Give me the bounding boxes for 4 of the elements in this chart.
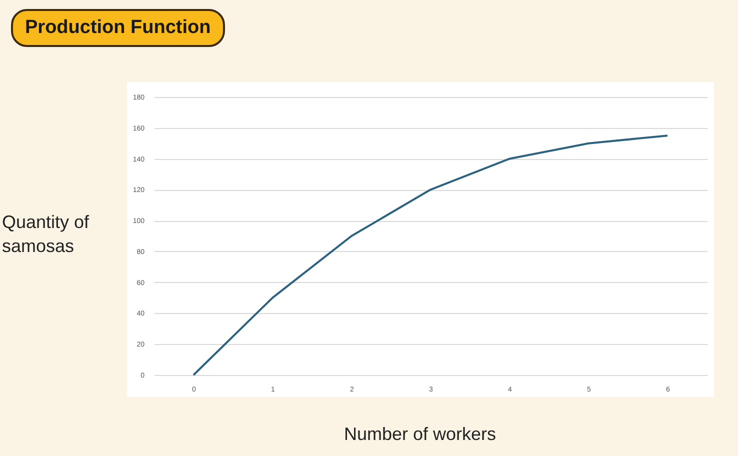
x-axis-title: Number of workers bbox=[342, 424, 498, 445]
y-axis-title: Quantity of samosas bbox=[2, 211, 90, 258]
line-series bbox=[192, 134, 668, 376]
chart-title: Production Function bbox=[11, 9, 225, 47]
